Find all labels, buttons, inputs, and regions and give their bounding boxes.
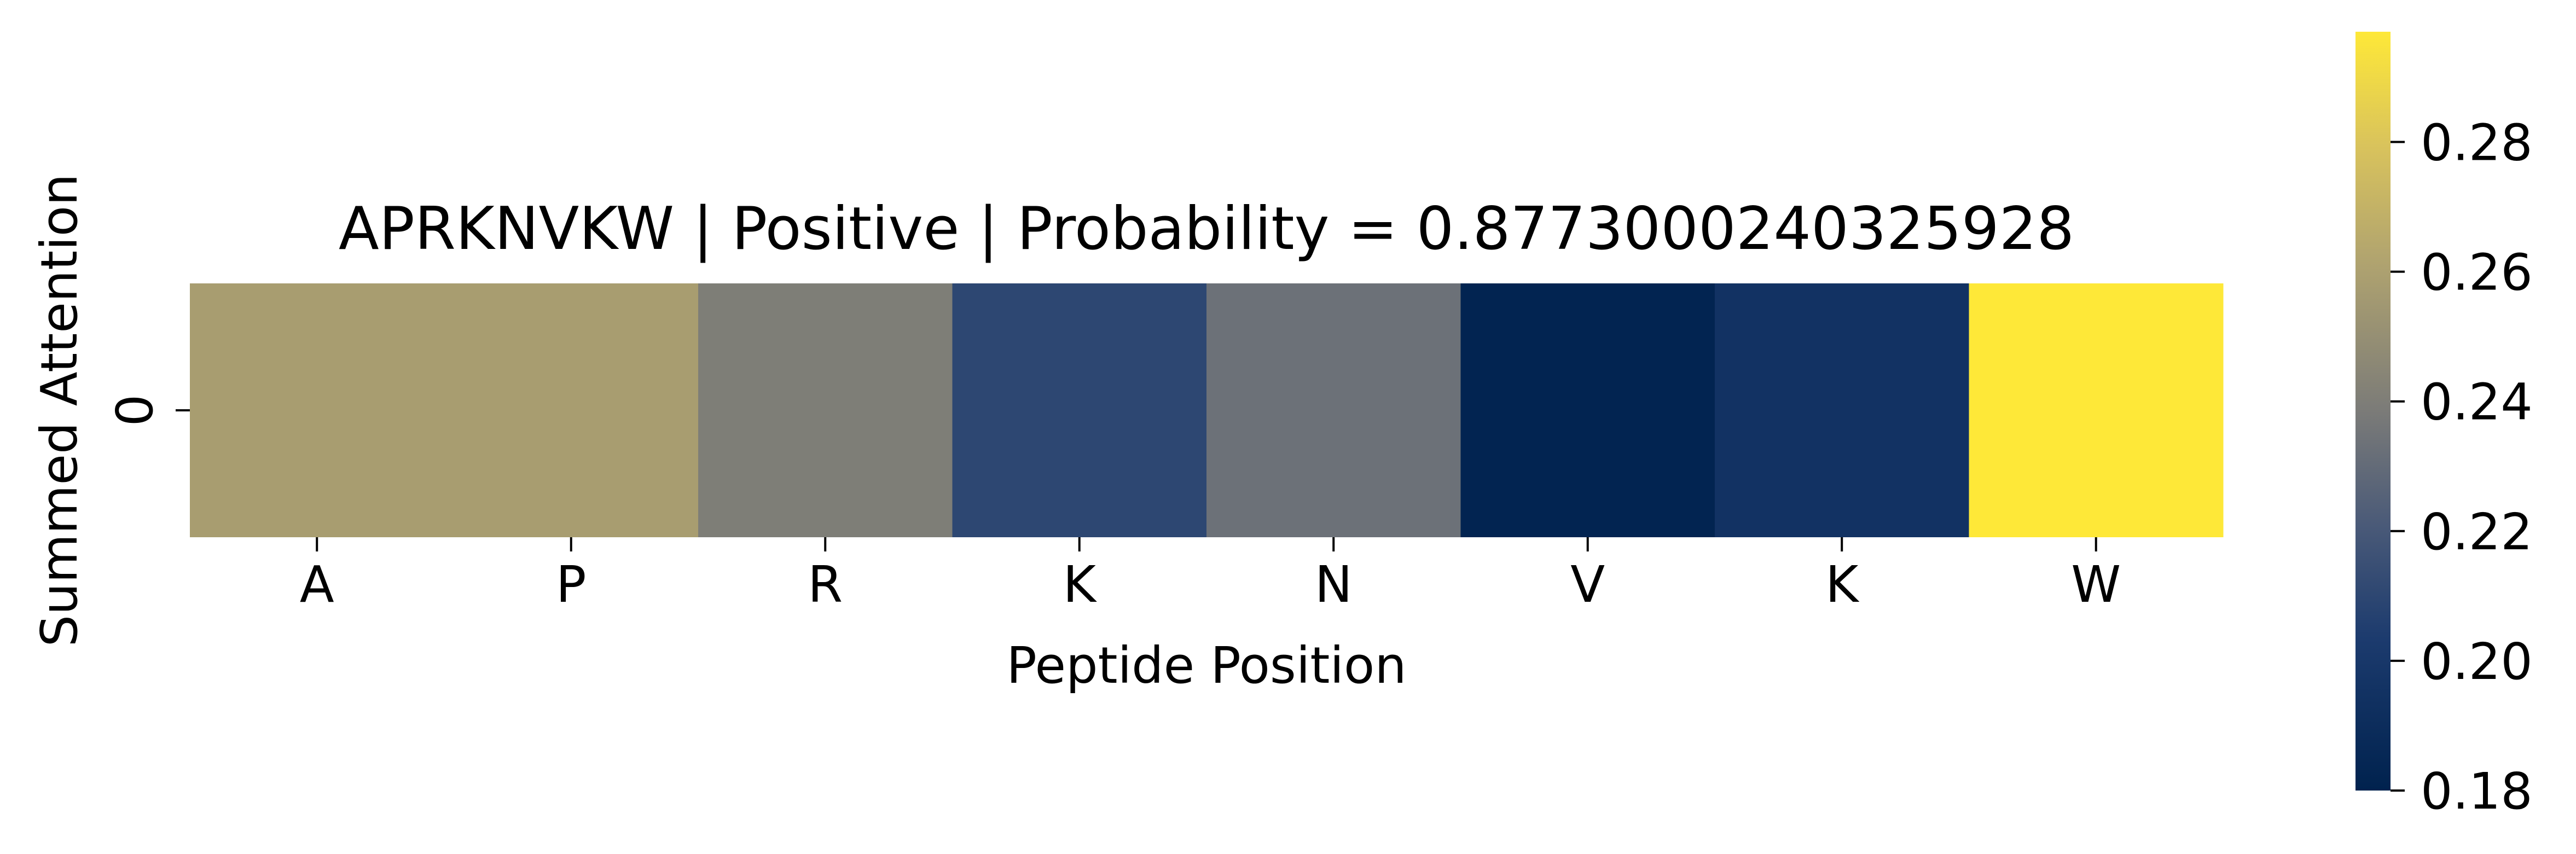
heatmap-cells	[190, 283, 2224, 537]
x-tick-label: R	[808, 555, 843, 614]
heatmap-cell	[1969, 283, 2224, 537]
colorbar-tick-label: 0.28	[2421, 114, 2533, 172]
x-axis-label: Peptide Position	[1006, 636, 1406, 695]
heatmap-cell	[1206, 283, 1461, 537]
colorbar-tick-label: 0.22	[2421, 503, 2533, 561]
heatmap-cell	[444, 283, 699, 537]
x-tick-label: P	[556, 555, 586, 614]
x-tick-label: W	[2071, 555, 2121, 614]
colorbar-tick-label: 0.24	[2421, 373, 2533, 432]
x-tick-label: K	[1825, 555, 1860, 614]
colorbar-ticks: 0.18 0.20 0.22 0.24 0.26 0.28	[2391, 114, 2533, 821]
y-tick-label: 0	[106, 394, 164, 427]
y-axis-label: Summed Attention	[30, 174, 89, 647]
y-axis-ticks: 0	[106, 394, 190, 427]
x-tick-label: A	[300, 555, 334, 614]
x-tick-label: N	[1315, 555, 1353, 614]
heatmap-cell	[1460, 283, 1715, 537]
heatmap-cell	[698, 283, 953, 537]
x-tick-label: V	[1570, 555, 1605, 614]
colorbar-tick-label: 0.26	[2421, 243, 2533, 302]
chart-title: APRKNVKW | Positive | Probability = 0.87…	[339, 195, 2074, 263]
colorbar-tick-label: 0.20	[2421, 632, 2533, 691]
colorbar	[2355, 32, 2391, 791]
colorbar-tick-label: 0.18	[2421, 762, 2533, 821]
heatmap-cell	[1715, 283, 1969, 537]
heatmap-cell	[190, 283, 444, 537]
x-tick-label: K	[1063, 555, 1098, 614]
heatmap-cell	[952, 283, 1207, 537]
